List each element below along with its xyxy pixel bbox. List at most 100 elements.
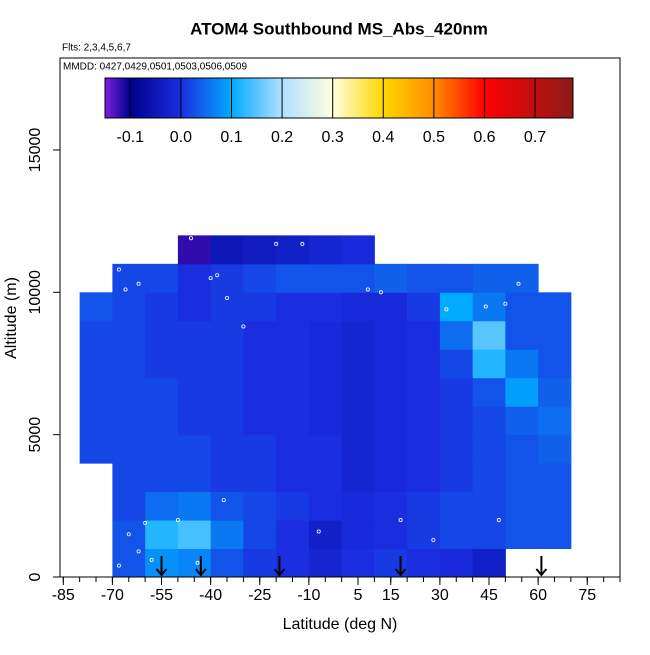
arrow xyxy=(273,556,286,577)
flight-point xyxy=(575,426,580,431)
arrow xyxy=(195,556,207,577)
heat-cell xyxy=(538,377,572,407)
heat-cell xyxy=(210,235,244,265)
heat-cell xyxy=(407,320,441,350)
heat-cell xyxy=(407,406,441,436)
flight-point xyxy=(149,557,154,562)
heat-cell xyxy=(407,548,441,578)
heat-cell xyxy=(177,434,212,464)
heat-cell xyxy=(308,434,343,464)
heat-cell xyxy=(243,548,277,578)
flight-point xyxy=(215,273,220,278)
heat-cell xyxy=(276,434,310,464)
heat-cell xyxy=(374,491,408,521)
heat-cell xyxy=(308,463,343,493)
heat-cell xyxy=(308,349,343,379)
heat-cell xyxy=(276,349,310,379)
flight-point xyxy=(116,563,121,568)
x-tick-label: 75 xyxy=(578,587,596,604)
heat-cell xyxy=(407,349,441,379)
heat-cell xyxy=(276,263,310,293)
heat-cell xyxy=(243,491,277,521)
flight-point xyxy=(169,256,174,261)
flight-point xyxy=(418,256,423,261)
heat-cell xyxy=(79,320,113,350)
heat-cell xyxy=(472,406,506,436)
heat-cell xyxy=(308,406,343,436)
heat-cell xyxy=(210,263,244,293)
flight-point xyxy=(431,537,436,542)
x-tick-label: 45 xyxy=(480,587,498,604)
plot-frame xyxy=(59,57,621,578)
heat-cell xyxy=(79,349,113,379)
flight-point xyxy=(175,518,180,523)
colorbar-tick-label: 0.0 xyxy=(170,129,192,146)
heat-cell xyxy=(145,292,179,322)
heat-cell xyxy=(439,548,474,578)
heat-cell xyxy=(112,377,146,407)
flight-point xyxy=(542,250,547,255)
heat-cell xyxy=(341,406,375,436)
heat-cell xyxy=(276,235,310,265)
flight-point xyxy=(159,233,164,238)
heat-cell xyxy=(243,292,277,322)
heat-cell xyxy=(505,406,539,436)
arrow-head xyxy=(155,568,168,577)
colorbar-tick-label: 0.4 xyxy=(372,129,394,146)
heat-cell xyxy=(210,548,244,578)
heat-cell xyxy=(276,463,310,493)
flight-point xyxy=(496,518,501,523)
heat-cell xyxy=(505,349,539,379)
flight-point xyxy=(208,276,213,281)
colorbar-tick-label: 0.1 xyxy=(220,129,242,146)
heat-cell xyxy=(341,292,375,322)
flight-point xyxy=(503,301,508,306)
x-tick-label: -70 xyxy=(101,587,124,604)
heat-cell xyxy=(439,349,474,379)
heat-cell xyxy=(243,520,277,550)
heat-cell xyxy=(341,377,375,407)
heat-cell xyxy=(407,377,441,407)
heat-cell xyxy=(341,520,375,550)
flight-point xyxy=(274,241,279,246)
heat-cell xyxy=(407,463,441,493)
arrow xyxy=(535,556,548,577)
heat-cell xyxy=(177,320,212,350)
heat-cell xyxy=(341,463,375,493)
heat-cell xyxy=(439,434,474,464)
heat-cell xyxy=(407,491,441,521)
y-tick-label: 0 xyxy=(27,572,44,581)
heat-cell xyxy=(276,520,310,550)
heat-cell xyxy=(439,263,474,293)
heat-cell xyxy=(308,491,343,521)
flight-point xyxy=(116,267,121,272)
heat-cell xyxy=(341,434,375,464)
heat-cell xyxy=(210,463,244,493)
heat-cell xyxy=(177,520,212,550)
flight-point xyxy=(123,287,128,292)
heat-cell xyxy=(407,292,441,322)
heat-cell xyxy=(374,263,408,293)
heat-cell xyxy=(177,349,212,379)
x-tick-label: -40 xyxy=(199,587,222,604)
flight-point xyxy=(188,236,193,241)
heat-cell xyxy=(145,406,179,436)
heat-cell xyxy=(145,520,179,550)
x-tick-label: 60 xyxy=(529,587,547,604)
heat-cell xyxy=(243,463,277,493)
heat-cell xyxy=(407,263,441,293)
heat-cell xyxy=(505,463,539,493)
heat-cell xyxy=(177,548,212,578)
y-axis-label: Altitude (m) xyxy=(3,277,20,359)
heat-cell xyxy=(505,263,539,293)
heat-cell xyxy=(145,349,179,379)
heat-cell xyxy=(308,548,343,578)
heat-cell xyxy=(243,349,277,379)
heat-cell xyxy=(79,434,113,464)
heat-cell xyxy=(341,263,375,293)
arrow-head xyxy=(195,568,207,577)
heat-cell xyxy=(472,548,506,578)
heat-cell xyxy=(374,434,408,464)
heat-cell xyxy=(177,406,212,436)
